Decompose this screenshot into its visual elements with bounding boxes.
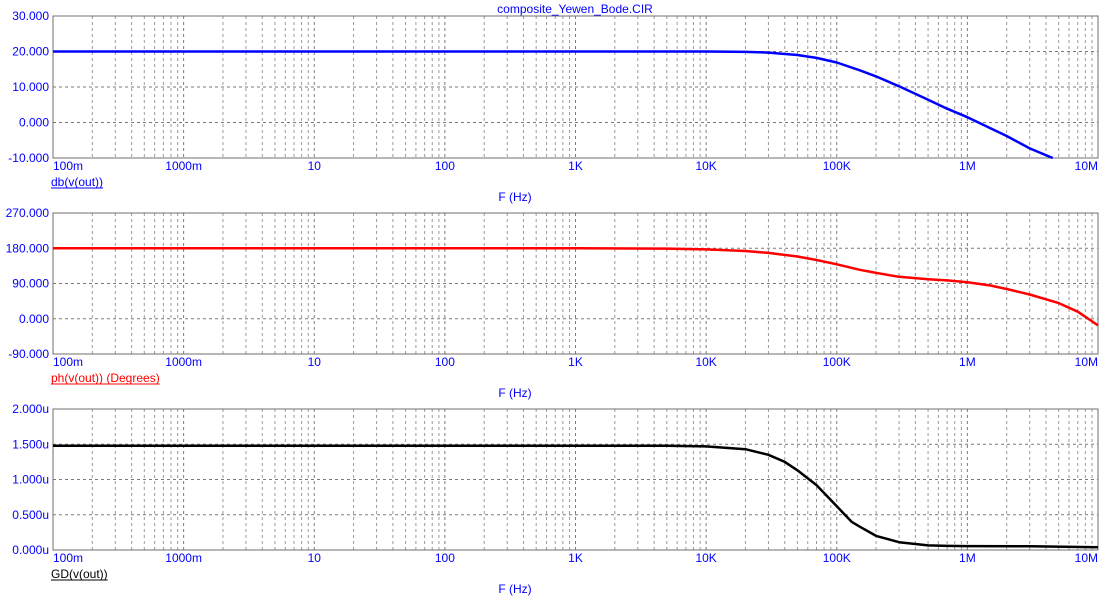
x-tick-label: 1M bbox=[959, 551, 976, 565]
x-tick-label: 1000m bbox=[165, 551, 202, 565]
x-tick-label: 10M bbox=[1075, 551, 1098, 565]
y-tick-label: 20.000 bbox=[12, 45, 49, 59]
y-tick-label: 180.000 bbox=[6, 241, 50, 255]
y-tick-label: 0.000 bbox=[19, 116, 49, 130]
x-tick-label: 1M bbox=[959, 355, 976, 369]
x-tick-label: 1M bbox=[959, 159, 976, 173]
y-tick-label: 0.000 bbox=[19, 312, 49, 326]
trace-label: ph(v(out)) (Degrees) bbox=[51, 371, 160, 385]
x-tick-label: 100K bbox=[823, 159, 851, 173]
x-tick-label: 100 bbox=[435, 159, 455, 173]
y-tick-label: -90.000 bbox=[8, 347, 49, 361]
x-tick-label: 100K bbox=[823, 355, 851, 369]
panel-2: 270.000 180.000 90.000 0.000 -90.000 100m 1000… bbox=[6, 206, 1099, 400]
y-tick-label: -10.000 bbox=[8, 151, 49, 165]
y-tick-label: 2.000u bbox=[12, 402, 49, 416]
y-tick-label: 270.000 bbox=[6, 206, 50, 220]
series-line bbox=[53, 50, 1054, 160]
chart-title: composite_Yewen_Bode.CIR bbox=[497, 2, 653, 16]
x-tick-label: 100K bbox=[823, 551, 851, 565]
x-tick-label: 100m bbox=[53, 159, 83, 173]
y-tick-label: 30.000 bbox=[12, 9, 49, 23]
x-tick-label: 1000m bbox=[165, 159, 202, 173]
x-tick-label: 10K bbox=[695, 159, 716, 173]
x-axis-label: F (Hz) bbox=[498, 582, 531, 596]
y-tick-label: 0.500u bbox=[12, 508, 49, 522]
plot-frame bbox=[52, 408, 1099, 551]
x-tick-label: 10 bbox=[308, 355, 322, 369]
x-tick-label: 100m bbox=[53, 551, 83, 565]
x-tick-label: 10K bbox=[695, 551, 716, 565]
x-tick-label: 10M bbox=[1075, 159, 1098, 173]
y-tick-label: 1.000u bbox=[12, 473, 49, 487]
series-line bbox=[53, 444, 1099, 549]
series-line bbox=[53, 247, 1099, 327]
x-tick-label: 10K bbox=[695, 355, 716, 369]
x-axis-label: F (Hz) bbox=[498, 386, 531, 400]
x-axis-label: F (Hz) bbox=[498, 190, 531, 204]
panel-3: 2.000u 1.500u 1.000u 0.500u 0.000u 100m 1000m 1… bbox=[12, 402, 1099, 596]
plot-frame bbox=[52, 15, 1099, 159]
x-tick-label: 10 bbox=[308, 551, 322, 565]
x-tick-label: 100 bbox=[435, 551, 455, 565]
x-tick-label: 100m bbox=[53, 355, 83, 369]
x-tick-label: 100 bbox=[435, 355, 455, 369]
trace-label: db(v(out)) bbox=[51, 175, 103, 189]
x-tick-label: 1K bbox=[568, 355, 583, 369]
y-tick-label: 10.000 bbox=[12, 80, 49, 94]
panel-1: 30.000 20.000 10.000 0.000 -10.000 100m 1000m 1… bbox=[8, 9, 1099, 204]
x-tick-label: 10 bbox=[308, 159, 322, 173]
y-tick-label: 0.000u bbox=[12, 543, 49, 557]
x-tick-label: 1K bbox=[568, 551, 583, 565]
plot-panels: 30.000 20.000 10.000 0.000 -10.000 100m 1000m 1… bbox=[6, 9, 1099, 596]
trace-label: GD(v(out)) bbox=[51, 567, 108, 581]
x-tick-label: 10M bbox=[1075, 355, 1098, 369]
x-tick-label: 1000m bbox=[165, 355, 202, 369]
x-tick-label: 1K bbox=[568, 159, 583, 173]
y-tick-label: 1.500u bbox=[12, 437, 49, 451]
y-tick-label: 90.000 bbox=[12, 277, 49, 291]
plot-frame bbox=[52, 212, 1099, 355]
